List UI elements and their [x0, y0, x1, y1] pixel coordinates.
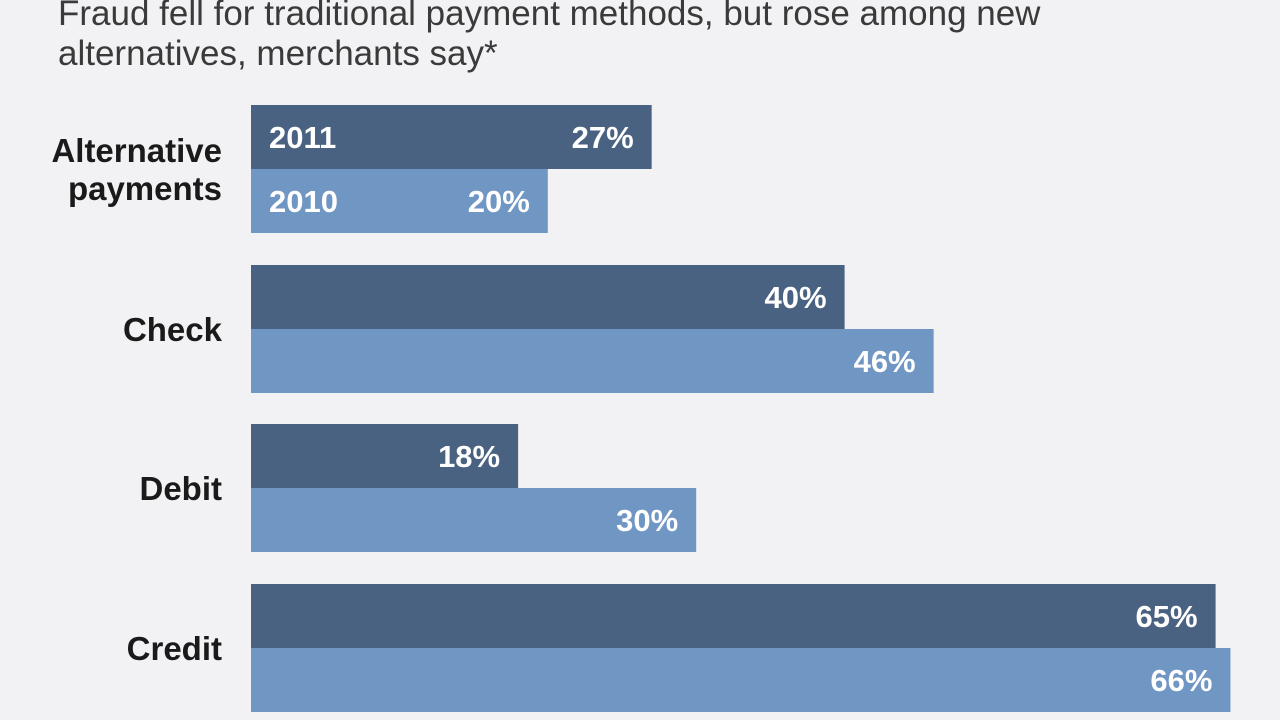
bar-2011: [251, 424, 519, 488]
bar-value-label: 30%: [616, 503, 678, 538]
bar-2011: [251, 584, 1216, 648]
bar-value-label: 46%: [854, 344, 916, 379]
bar-value-label: 66%: [1150, 663, 1212, 698]
bar-value-label: 40%: [765, 280, 827, 315]
bar-value-label: 65%: [1136, 599, 1198, 634]
category-label: Check: [123, 311, 223, 348]
chart-subtitle: Fraud fell for traditional payment metho…: [58, 0, 1041, 73]
bar-labels: 27% 2011 20% 2010 40% 46% 18% 30% 65% 66%: [269, 120, 1212, 698]
series-label: 2011: [269, 120, 336, 155]
bar-2011: [251, 105, 652, 169]
category-label: Alternative: [51, 132, 222, 169]
bar-2010: [251, 329, 934, 393]
bar-2010: [251, 648, 1231, 712]
bar-2010: [251, 169, 548, 233]
category-label: Credit: [127, 630, 222, 667]
category-label: payments: [68, 170, 222, 207]
bar-value-label: 27%: [572, 120, 634, 155]
category-label: Debit: [140, 470, 223, 507]
bars: [251, 105, 1231, 712]
bar-2010: [251, 488, 697, 552]
series-label: 2010: [269, 184, 338, 219]
bar-value-label: 20%: [468, 184, 530, 219]
bar-2011: [251, 265, 845, 329]
bar-value-label: 18%: [438, 439, 500, 474]
